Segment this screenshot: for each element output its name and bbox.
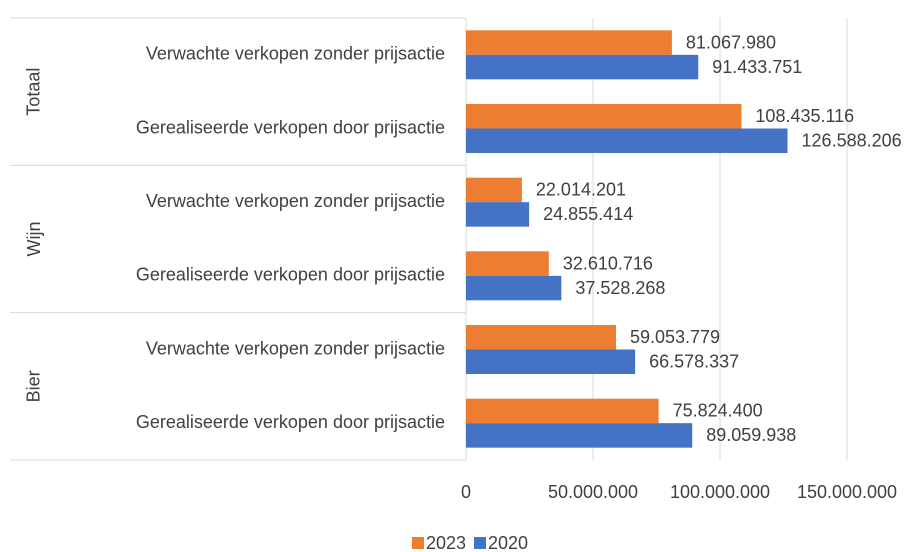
bar [466, 325, 616, 350]
value-label: 81.067.980 [686, 32, 776, 52]
value-label: 89.059.938 [706, 425, 796, 445]
group-label: Bier [24, 370, 44, 402]
bar [466, 30, 672, 55]
value-label: 75.824.400 [673, 401, 763, 421]
value-label: 32.610.716 [563, 253, 653, 273]
bar [466, 54, 699, 80]
value-label: 108.435.116 [755, 106, 854, 126]
group-label: Wijn [24, 222, 44, 257]
category-label: Gerealiseerde verkopen door prijsactie [136, 412, 445, 432]
bar [466, 128, 788, 153]
value-label: 59.053.779 [630, 327, 720, 347]
value-label: 91.433.751 [712, 57, 802, 77]
legend-swatch [474, 537, 486, 549]
category-label: Verwachte verkopen zonder prijsactie [146, 338, 445, 358]
x-tick-label: 50.000.000 [548, 482, 638, 502]
bar [466, 423, 693, 448]
category-label: Gerealiseerde verkopen door prijsactie [136, 117, 445, 137]
bar [466, 202, 530, 227]
bar [466, 251, 549, 276]
value-label: 126.588.206 [802, 131, 902, 151]
x-tick-label: 150.000.000 [797, 482, 897, 502]
bar [466, 177, 522, 203]
x-tick-label: 0 [461, 482, 471, 502]
group-label: Totaal [24, 68, 44, 116]
value-label: 37.528.268 [575, 278, 665, 298]
value-label: 22.014.201 [536, 180, 626, 200]
category-label: Gerealiseerde verkopen door prijsactie [136, 265, 445, 285]
legend-label: 2020 [488, 533, 528, 552]
bar [466, 104, 742, 129]
bar [466, 398, 659, 424]
bar [466, 275, 562, 301]
value-label: 66.578.337 [649, 352, 739, 372]
x-tick-label: 100.000.000 [670, 482, 770, 502]
legend-label: 2023 [426, 533, 466, 552]
bar [466, 349, 636, 374]
legend-swatch [412, 537, 424, 549]
value-label: 24.855.414 [543, 204, 633, 224]
category-label: Verwachte verkopen zonder prijsactie [146, 191, 445, 211]
category-label: Verwachte verkopen zonder prijsactie [146, 44, 445, 64]
